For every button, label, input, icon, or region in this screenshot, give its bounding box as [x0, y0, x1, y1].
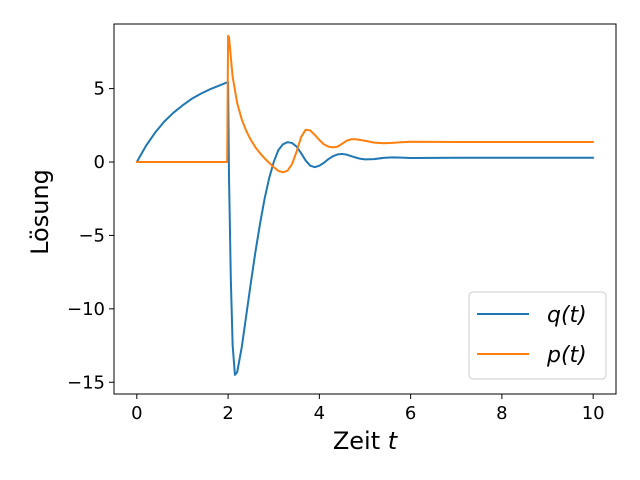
legend-label-q: q(t) — [547, 303, 587, 328]
x-tick-label: 0 — [131, 403, 142, 424]
y-tick-label: −5 — [78, 225, 105, 246]
y-tick-label: 5 — [94, 79, 105, 100]
y-tick-label: −15 — [67, 372, 105, 393]
plot-frame — [113, 23, 617, 395]
series-line-q — [135, 81, 595, 376]
x-tick-label: 2 — [222, 403, 233, 424]
legend-label-p: p(t) — [546, 343, 587, 368]
y-tick-label: 0 — [94, 152, 105, 173]
x-axis-title: Zeit t — [333, 427, 399, 455]
y-tick-label: −10 — [67, 299, 105, 320]
x-tick-label: 6 — [405, 403, 416, 424]
legend: q(t) p(t) — [468, 291, 607, 380]
x-tick-label: 4 — [314, 403, 325, 424]
y-axis-ticks: −15 −10 −5 0 5 — [67, 79, 114, 393]
series-lines — [135, 34, 595, 376]
series-line-p — [135, 34, 595, 174]
x-tick-label: 8 — [496, 403, 507, 424]
x-tick-label: 10 — [582, 403, 605, 424]
x-axis-ticks: 0 2 4 6 8 10 — [131, 394, 605, 424]
y-axis-title: Lösung — [26, 169, 54, 255]
